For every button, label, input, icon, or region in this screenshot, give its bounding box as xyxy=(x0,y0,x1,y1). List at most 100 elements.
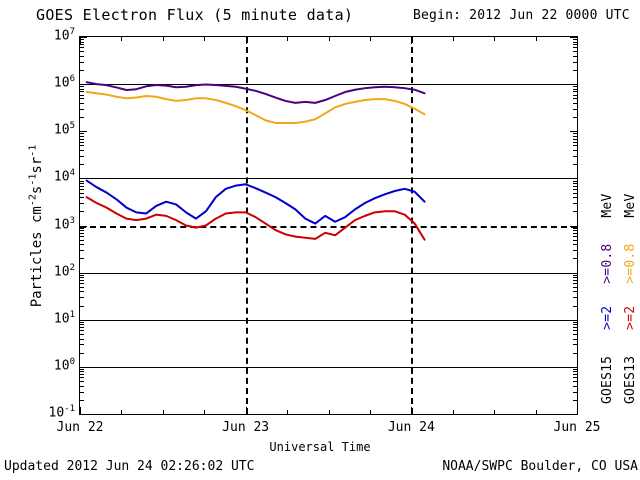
y-tick-minor xyxy=(80,192,84,194)
y-tick-minor xyxy=(80,399,84,401)
y-tick-minor xyxy=(80,321,84,323)
y-tick-minor xyxy=(80,297,84,299)
y-tick-minor xyxy=(573,135,577,137)
y-tick-minor xyxy=(80,185,84,187)
y-tick-minor xyxy=(573,227,577,229)
legend-goes13-sat: GOES13 xyxy=(623,355,638,404)
x-axis-tick-labels: Jun 22 Jun 23 Jun 24 Jun 25 xyxy=(0,420,640,438)
y-tick-minor xyxy=(573,47,577,49)
x-tick-major xyxy=(80,407,81,414)
legend-goes15-2mev: >=2 xyxy=(600,305,615,330)
y-tick-minor xyxy=(80,324,84,326)
y-tick-label-1e0: 100 xyxy=(53,357,75,374)
y-tick-minor xyxy=(573,88,577,90)
y-tick-minor xyxy=(80,44,84,46)
y-tick-minor xyxy=(80,155,84,157)
y-tick-minor xyxy=(80,279,84,281)
y-tick-minor xyxy=(80,291,84,293)
y-tick-minor xyxy=(573,324,577,326)
x-tick-major xyxy=(411,407,413,414)
y-tick-minor xyxy=(573,86,577,88)
y-tick-minor xyxy=(573,291,577,293)
legend-column-goes13: GOES13 >=2 >=0.8 MeV xyxy=(623,194,638,405)
x-tick-label-2: Jun 24 xyxy=(387,420,435,435)
y-tick-minor xyxy=(573,230,577,232)
y-tick-minor xyxy=(80,333,84,335)
y-tick-minor xyxy=(80,344,84,346)
y-tick-major xyxy=(570,178,577,180)
x-tick-minor xyxy=(204,410,206,414)
y-tick-minor xyxy=(80,188,84,190)
y-tick-major xyxy=(80,37,87,38)
y-tick-minor xyxy=(80,108,84,110)
x-tick-minor xyxy=(494,37,496,41)
y-tick-minor xyxy=(573,330,577,332)
y-tick-minor xyxy=(573,145,577,147)
series-line xyxy=(87,181,425,224)
y-tick-label-1e6: 106 xyxy=(53,74,75,91)
legend-goes15-sat: GOES15 xyxy=(600,355,615,404)
y-tick-label-1e5: 105 xyxy=(53,121,75,138)
y-tick-minor xyxy=(573,108,577,110)
y-tick-minor xyxy=(80,330,84,332)
y-axis-tick-labels: 107 106 105 104 103 102 101 100 10-1 xyxy=(14,28,76,421)
y-tick-minor xyxy=(573,188,577,190)
x-tick-minor xyxy=(328,410,330,414)
y-tick-minor xyxy=(573,338,577,340)
y-tick-minor xyxy=(80,369,84,371)
y-tick-minor xyxy=(573,377,577,379)
y-tick-minor xyxy=(573,374,577,376)
y-tick-minor xyxy=(80,41,84,43)
y-tick-minor xyxy=(80,371,84,373)
y-tick-minor xyxy=(573,155,577,157)
y-tick-minor xyxy=(573,211,577,213)
x-tick-minor xyxy=(121,410,123,414)
x-tick-major xyxy=(245,407,247,414)
y-tick-minor xyxy=(80,235,84,237)
y-tick-minor xyxy=(80,164,84,166)
y-tick-minor xyxy=(80,135,84,137)
y-tick-minor xyxy=(573,286,577,288)
legend-goes13-08mev: >=0.8 xyxy=(623,243,638,284)
y-tick-major xyxy=(570,319,577,321)
y-tick-minor xyxy=(573,61,577,63)
y-tick-minor xyxy=(80,286,84,288)
y-tick-label-1e1: 101 xyxy=(53,309,75,327)
y-tick-minor xyxy=(573,333,577,335)
y-tick-minor xyxy=(573,41,577,43)
y-tick-major xyxy=(80,272,87,274)
x-tick-label-1: Jun 23 xyxy=(222,420,270,435)
y-tick-minor xyxy=(80,305,84,307)
y-tick-major xyxy=(570,225,577,227)
y-tick-minor xyxy=(80,91,84,93)
y-tick-minor xyxy=(573,344,577,346)
y-tick-minor xyxy=(573,369,577,371)
y-tick-minor xyxy=(80,117,84,119)
y-tick-minor xyxy=(573,44,577,46)
source-credit: NOAA/SWPC Boulder, CO USA xyxy=(442,459,638,474)
y-tick-minor xyxy=(80,230,84,232)
y-tick-minor xyxy=(80,250,84,252)
series-line xyxy=(87,92,425,123)
y-tick-minor xyxy=(80,258,84,260)
y-tick-minor xyxy=(573,232,577,234)
x-tick-minor xyxy=(535,37,537,41)
begin-time-label: Begin: 2012 Jun 22 0000 UTC xyxy=(413,8,630,23)
y-tick-minor xyxy=(573,164,577,166)
x-tick-major xyxy=(411,37,413,44)
y-tick-label-1e2: 102 xyxy=(53,262,75,280)
y-tick-minor xyxy=(80,47,84,49)
y-tick-major xyxy=(570,84,577,86)
y-tick-minor xyxy=(573,91,577,93)
y-tick-minor xyxy=(80,138,84,140)
y-tick-minor xyxy=(80,283,84,285)
y-tick-minor xyxy=(573,381,577,383)
y-tick-major xyxy=(80,319,87,321)
legend-goes15-08mev: >=0.8 xyxy=(600,243,615,284)
x-tick-major xyxy=(245,37,247,44)
y-tick-minor xyxy=(573,385,577,387)
y-tick-minor xyxy=(573,102,577,104)
y-tick-minor xyxy=(80,277,84,279)
y-tick-minor xyxy=(80,203,84,205)
